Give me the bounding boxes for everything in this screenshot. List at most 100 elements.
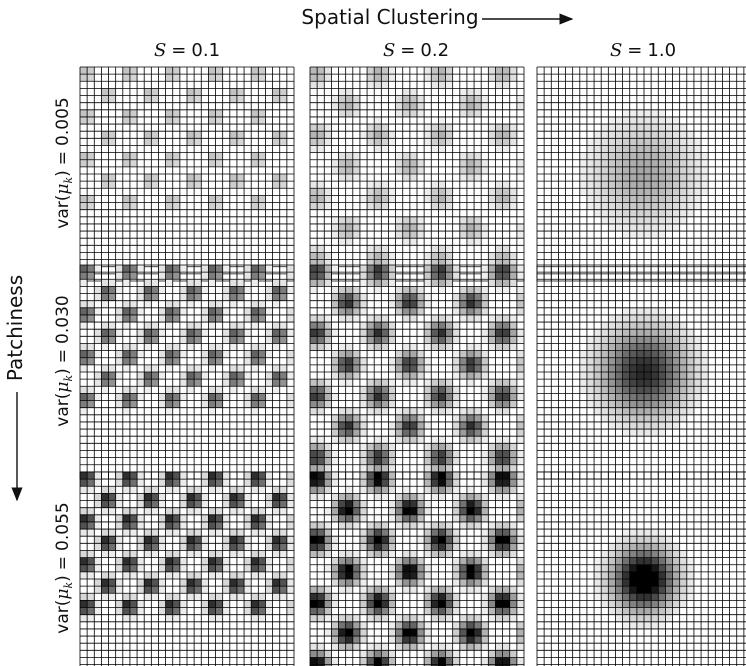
heatmap-cell bbox=[101, 571, 109, 579]
heatmap-cell bbox=[388, 252, 396, 260]
heatmap-cell bbox=[488, 386, 496, 394]
heatmap-cell bbox=[367, 657, 375, 665]
heatmap-cell bbox=[222, 336, 230, 344]
heatmap-cell bbox=[215, 300, 223, 308]
heatmap-cell bbox=[622, 364, 630, 372]
heatmap-cell bbox=[179, 265, 187, 273]
heatmap-cell bbox=[374, 138, 382, 146]
heatmap-cell bbox=[481, 450, 489, 458]
heatmap-cell bbox=[208, 607, 216, 615]
heatmap-cell bbox=[359, 529, 368, 537]
heatmap-cell bbox=[367, 536, 375, 544]
heatmap-cell bbox=[108, 329, 116, 337]
heatmap-cell bbox=[438, 586, 446, 594]
heatmap-cell bbox=[402, 421, 410, 430]
heatmap-cell bbox=[629, 166, 637, 174]
heatmap-cell bbox=[359, 293, 368, 301]
heatmap-cell bbox=[310, 657, 318, 665]
heatmap-cell bbox=[115, 329, 123, 337]
heatmap-cell bbox=[516, 557, 524, 565]
heatmap-cell bbox=[101, 336, 109, 344]
heatmap-cell bbox=[594, 209, 602, 217]
heatmap-cell bbox=[481, 159, 489, 167]
heatmap-cell bbox=[481, 414, 489, 422]
heatmap-cell bbox=[402, 238, 410, 246]
heatmap-cell bbox=[80, 265, 88, 273]
heatmap-cell bbox=[359, 571, 368, 579]
heatmap-cell bbox=[594, 350, 602, 358]
heatmap-cell bbox=[601, 379, 609, 387]
heatmap-cell bbox=[459, 102, 467, 110]
heatmap-cell bbox=[402, 109, 410, 117]
heatmap-cell bbox=[187, 181, 195, 189]
heatmap-cell bbox=[466, 364, 475, 372]
heatmap-cell bbox=[629, 181, 637, 189]
heatmap-cell bbox=[665, 579, 673, 587]
heatmap-cell bbox=[101, 372, 109, 380]
heatmap-cell bbox=[215, 472, 223, 480]
heatmap-cell bbox=[251, 529, 259, 537]
heatmap-cell bbox=[665, 223, 673, 232]
heatmap-cell bbox=[636, 166, 644, 174]
heatmap-cell bbox=[229, 372, 237, 380]
heatmap-cell bbox=[172, 307, 180, 315]
heatmap-cell bbox=[431, 74, 439, 82]
heatmap-cell bbox=[201, 536, 209, 544]
heatmap-cell bbox=[509, 131, 517, 139]
heatmap-cell bbox=[409, 421, 417, 430]
heatmap-cell bbox=[359, 636, 368, 644]
heatmap-cell bbox=[395, 421, 403, 430]
heatmap-cell bbox=[381, 450, 389, 458]
heatmap-cell bbox=[445, 259, 453, 267]
heatmap-cell bbox=[586, 336, 595, 344]
heatmap-cell bbox=[251, 322, 259, 330]
heatmap-cell bbox=[158, 557, 166, 565]
heatmap-cell bbox=[310, 457, 318, 465]
heatmap-cell bbox=[272, 343, 280, 351]
heatmap-cell bbox=[165, 265, 173, 273]
heatmap-cell bbox=[474, 557, 482, 565]
heatmap-cell bbox=[658, 174, 666, 182]
heatmap-cell bbox=[488, 279, 496, 287]
heatmap-cell bbox=[331, 472, 339, 480]
heatmap-cell bbox=[424, 457, 432, 465]
heatmap-cell bbox=[395, 357, 403, 365]
heatmap-cell bbox=[665, 202, 673, 210]
heatmap-cell bbox=[629, 607, 637, 615]
heatmap-cell bbox=[466, 350, 475, 358]
heatmap-cell bbox=[509, 202, 517, 210]
heatmap-cell bbox=[672, 564, 680, 572]
heatmap-cell bbox=[265, 493, 273, 501]
heatmap-cell bbox=[352, 614, 360, 622]
heatmap-cell bbox=[615, 329, 623, 337]
heatmap-cell bbox=[381, 245, 389, 253]
heatmap-cell bbox=[258, 152, 266, 160]
heatmap-cell bbox=[601, 138, 609, 146]
heatmap-cell bbox=[388, 195, 396, 203]
heatmap-cell bbox=[651, 109, 659, 117]
heatmap-cell bbox=[158, 372, 166, 380]
heatmap-cell bbox=[201, 357, 209, 365]
heatmap-cell bbox=[466, 571, 475, 579]
heatmap-cell bbox=[474, 621, 482, 629]
heatmap-cell bbox=[629, 216, 637, 224]
heatmap-cell bbox=[151, 329, 159, 337]
heatmap-cell bbox=[137, 293, 145, 301]
heatmap-cell bbox=[409, 407, 417, 415]
heatmap-cell bbox=[137, 514, 145, 522]
heatmap-cell bbox=[474, 493, 482, 501]
heatmap-cell bbox=[258, 314, 266, 323]
heatmap-cell bbox=[345, 223, 353, 232]
heatmap-cell bbox=[87, 265, 95, 273]
heatmap-cell bbox=[651, 216, 659, 224]
heatmap-cell bbox=[352, 300, 360, 308]
heatmap-cell bbox=[438, 657, 446, 665]
heatmap-cell bbox=[438, 329, 446, 337]
heatmap-cell bbox=[115, 307, 123, 315]
heatmap-cell bbox=[137, 307, 145, 315]
heatmap-cell bbox=[359, 579, 368, 587]
heatmap-cell bbox=[466, 586, 475, 594]
heatmap-cell bbox=[459, 579, 467, 587]
heatmap-cell bbox=[665, 174, 673, 182]
heatmap-cell bbox=[679, 414, 687, 422]
